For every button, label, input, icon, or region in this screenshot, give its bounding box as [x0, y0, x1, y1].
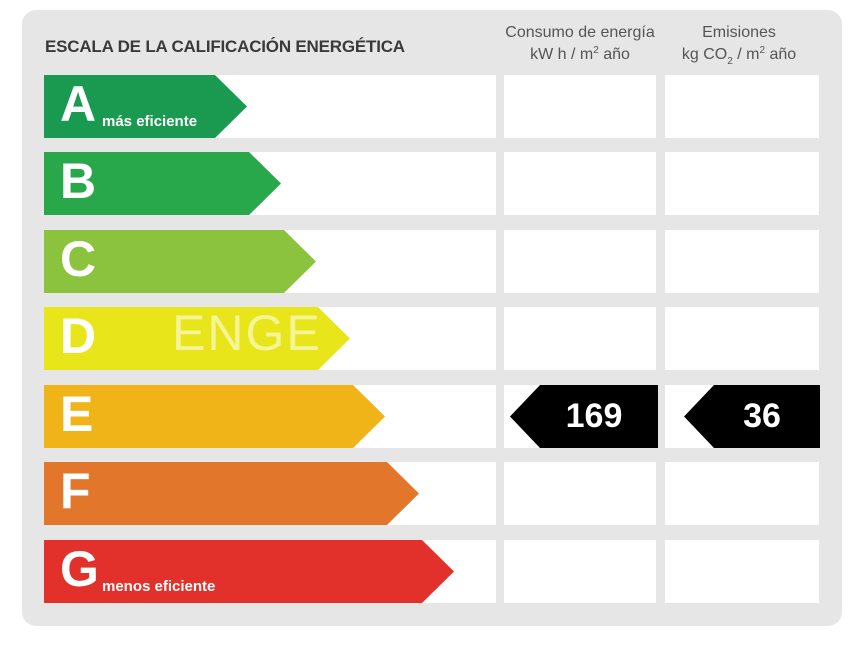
emisiones-header: Emisiones kg CO2 / m2 año — [660, 22, 818, 68]
emisiones-cell — [665, 152, 819, 215]
emisiones-indicator-arrow — [684, 385, 820, 448]
consumo-indicator: 169 — [510, 385, 658, 448]
rating-letter: B — [60, 153, 97, 209]
rating-arrow-b: B — [44, 152, 281, 215]
rating-arrow-d: D — [44, 307, 350, 370]
rating-arrow-c: C — [44, 230, 316, 293]
consumo-cell — [504, 75, 656, 138]
rating-letter: G — [60, 541, 99, 597]
emisiones-header-line1: Emisiones — [702, 24, 776, 41]
consumo-header: Consumo de energía kW h / m2 año — [496, 22, 664, 68]
emisiones-cell — [665, 230, 819, 293]
emisiones-cell — [665, 540, 819, 603]
emisiones-value: 36 — [743, 397, 781, 435]
consumo-header-line1: Consumo de energía — [505, 24, 655, 41]
consumo-cell — [504, 307, 656, 370]
rating-letter: A — [60, 76, 97, 132]
emisiones-cell — [665, 75, 819, 138]
consumo-cell — [504, 462, 656, 525]
scale-title: ESCALA DE LA CALIFICACIÓN ENERGÉTICA — [45, 37, 405, 56]
consumo-cell — [504, 540, 656, 603]
consumo-value: 169 — [565, 397, 623, 435]
consumo-header-unit: kW h / m2 año — [530, 45, 630, 63]
consumo-cell — [504, 152, 656, 215]
rating-note: más eficiente — [102, 113, 198, 130]
rating-arrow-e: E — [44, 385, 385, 448]
emisiones-cell — [665, 307, 819, 370]
rating-arrow-f: F — [44, 462, 419, 525]
rating-letter: C — [60, 231, 97, 287]
consumo-cell — [504, 230, 656, 293]
emisiones-indicator: 36 — [684, 385, 820, 448]
emisiones-cell — [665, 462, 819, 525]
watermark: ENGE — [172, 305, 322, 361]
rating-letter: E — [60, 386, 94, 442]
rating-letter: F — [60, 463, 91, 519]
rating-note: menos eficiente — [102, 578, 216, 595]
consumo-indicator-arrow — [510, 385, 658, 448]
rating-letter: D — [60, 308, 97, 364]
emisiones-header-unit: kg CO2 / m2 año — [681, 45, 797, 67]
